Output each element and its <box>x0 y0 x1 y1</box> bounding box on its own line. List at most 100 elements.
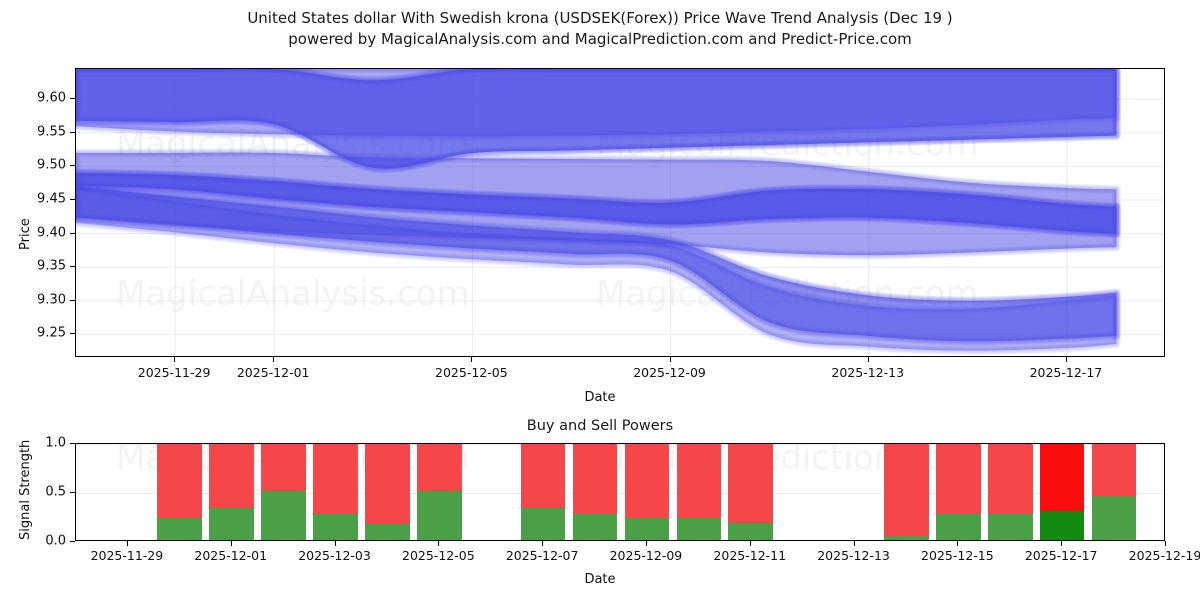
signal-bar[interactable] <box>417 444 462 540</box>
wave-band-3 <box>76 170 1120 237</box>
signal-xtick-mark <box>1061 541 1063 546</box>
sell-power-segment <box>728 444 774 524</box>
buy-power-segment <box>884 536 929 540</box>
wave-band-4 <box>76 185 1118 343</box>
buy-sell-gridline <box>76 493 1164 494</box>
price-axis-label: Price <box>18 218 33 250</box>
price-ytick-label: 9.35 <box>37 258 66 274</box>
price-xtick-mark <box>867 357 869 362</box>
wave-band-3 <box>76 171 1119 236</box>
sell-power-segment <box>209 444 255 508</box>
price-ytick-mark <box>70 165 75 167</box>
signal-bar[interactable] <box>313 444 358 540</box>
signal-bar[interactable] <box>261 444 306 540</box>
wave-band-0 <box>76 69 1119 139</box>
sell-power-segment <box>365 444 410 525</box>
wave-band-5 <box>76 183 1121 356</box>
title-line-1: United States dollar With Swedish krona … <box>247 9 953 27</box>
wave-band-2 <box>76 151 1118 257</box>
signal-bar[interactable] <box>209 444 255 540</box>
sell-power-segment <box>572 444 618 514</box>
buy-power-segment <box>417 491 462 540</box>
wave-band-2 <box>76 149 1121 259</box>
price-ytick-label: 9.45 <box>37 191 66 207</box>
signal-xtick-mark <box>853 541 855 546</box>
signal-xtick-mark <box>645 541 647 546</box>
wave-band-5 <box>76 184 1121 355</box>
sell-power-segment <box>676 444 722 519</box>
sell-power-segment <box>936 444 981 514</box>
signal-bar[interactable] <box>884 444 929 540</box>
wave-band-1 <box>76 69 1120 172</box>
title-line-2: powered by MagicalAnalysis.com and Magic… <box>288 30 912 48</box>
price-xtick-label: 2025-12-13 <box>831 365 905 380</box>
wave-band-4 <box>76 182 1121 345</box>
signal-xtick-mark <box>957 541 959 546</box>
sell-power-segment <box>261 444 306 491</box>
wave-band-1 <box>76 69 1119 171</box>
signal-bar[interactable] <box>728 444 774 540</box>
signal-bar[interactable] <box>987 444 1033 540</box>
signal-xtick-mark <box>334 541 336 546</box>
sell-power-segment <box>987 444 1033 514</box>
signal-bar[interactable] <box>676 444 722 540</box>
signal-xtick-label: 2025-12-09 <box>609 548 683 563</box>
signal-bar[interactable] <box>1039 444 1085 540</box>
buy-power-segment <box>313 513 358 540</box>
sell-power-segment <box>624 444 670 519</box>
price-ytick-mark <box>70 333 75 335</box>
price-xtick-label: 2025-12-01 <box>236 365 310 380</box>
signal-xtick-mark <box>1165 541 1166 546</box>
wave-band-0 <box>76 69 1120 140</box>
wave-band-0 <box>76 69 1121 140</box>
signal-xtick-label: 2025-12-05 <box>402 548 475 563</box>
price-ytick-mark <box>70 98 75 100</box>
signal-ytick-label: 1.0 <box>45 435 66 451</box>
signal-xtick-label: 2025-11-29 <box>90 548 164 563</box>
signal-ytick-label: 0.5 <box>45 484 66 500</box>
signal-xtick-label: 2025-12-17 <box>1024 548 1098 563</box>
wave-band-4 <box>76 183 1120 345</box>
price-xtick-label: 2025-12-05 <box>435 365 508 380</box>
signal-xtick-label: 2025-12-11 <box>713 548 787 563</box>
signal-bar[interactable] <box>157 444 203 540</box>
signal-xtick-label: 2025-12-01 <box>194 548 268 563</box>
price-ytick-mark <box>70 266 75 268</box>
price-wave-plot-area: MagicalAnalysis.com MagicalPrediction.co… <box>75 68 1165 357</box>
price-ytick-mark <box>70 232 75 234</box>
price-ytick-label: 9.50 <box>37 157 66 173</box>
sell-power-segment <box>157 444 203 519</box>
wave-band-1 <box>76 69 1121 173</box>
wave-band-2 <box>76 148 1121 260</box>
signal-bar[interactable] <box>365 444 410 540</box>
price-xtick-mark <box>273 357 275 362</box>
signal-xtick-mark <box>438 541 440 546</box>
sell-power-segment <box>884 444 929 537</box>
signal-ytick-label: 0.0 <box>45 533 66 549</box>
signal-xtick-mark <box>542 541 544 546</box>
buy-power-segment <box>987 513 1033 540</box>
wave-band-5 <box>76 186 1118 352</box>
price-xtick-mark <box>174 357 176 362</box>
signal-xtick-mark <box>230 541 232 546</box>
signal-bar[interactable] <box>572 444 618 540</box>
price-ytick-label: 9.30 <box>37 292 66 308</box>
signal-bar[interactable] <box>624 444 670 540</box>
signal-bar[interactable] <box>1091 444 1137 540</box>
signal-bar[interactable] <box>520 444 566 540</box>
signal-ytick-mark <box>70 541 75 542</box>
wave-band-3 <box>76 169 1121 238</box>
buy-power-segment <box>520 507 566 540</box>
buy-power-segment <box>728 523 774 540</box>
sell-power-segment <box>1091 444 1137 496</box>
buy-sell-plot-area: MagicalAnalysis.com MagicalPrediction.co… <box>75 443 1165 541</box>
page-title: United States dollar With Swedish krona … <box>0 8 1200 50</box>
buy-sell-frame: MagicalAnalysis.com MagicalPrediction.co… <box>75 443 1165 541</box>
signal-xtick-label: 2025-12-19 <box>1128 548 1200 563</box>
signal-bar[interactable] <box>936 444 981 540</box>
wave-band-2 <box>76 149 1120 258</box>
buy-power-segment <box>157 518 203 540</box>
wave-band-1 <box>76 69 1118 170</box>
price-ytick-label: 9.60 <box>37 90 66 106</box>
price-xtick-mark <box>471 357 473 362</box>
